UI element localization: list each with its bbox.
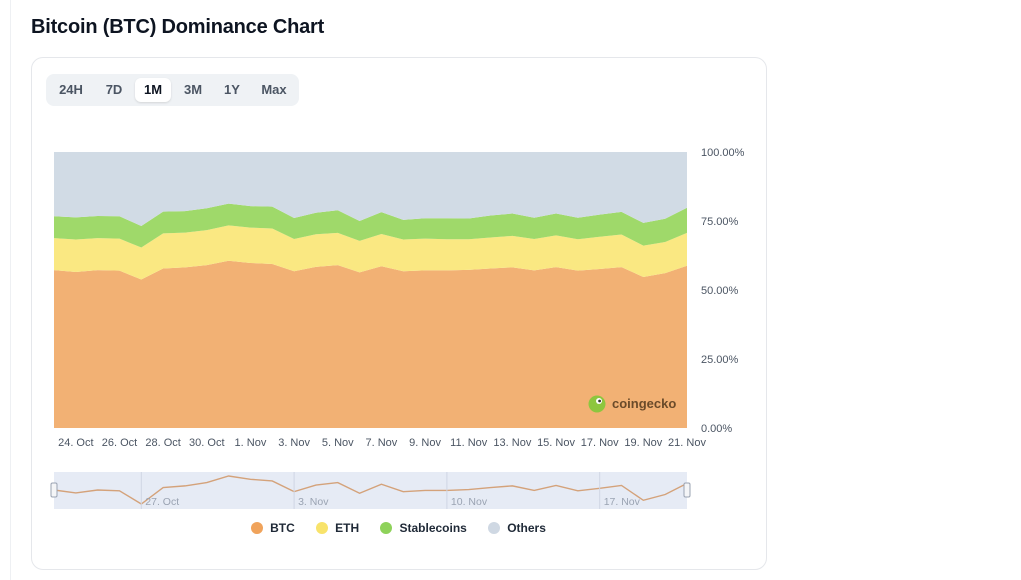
time-range-tabs: 24H 7D 1M 3M 1Y Max bbox=[46, 74, 299, 106]
x-tick-label: 15. Nov bbox=[537, 437, 575, 449]
tab-7d[interactable]: 7D bbox=[105, 82, 123, 97]
x-tick-label: 28. Oct bbox=[145, 437, 180, 449]
tab-1m[interactable]: 1M bbox=[135, 78, 171, 102]
area-stablecoins bbox=[54, 203, 687, 248]
plot-areas bbox=[54, 152, 687, 428]
x-tick-label: 11. Nov bbox=[450, 437, 488, 449]
x-tick-label: 13. Nov bbox=[493, 437, 531, 449]
legend-label-stablecoins: Stablecoins bbox=[399, 521, 467, 535]
range-navigator[interactable]: 27. Oct 3. Nov 10. Nov 17. Nov bbox=[50, 472, 691, 509]
legend-dot-others bbox=[488, 522, 501, 534]
x-tick-label: 24. Oct bbox=[58, 437, 93, 449]
area-others bbox=[54, 152, 687, 226]
navigator-right-handle[interactable] bbox=[683, 482, 691, 498]
y-axis-ticks: 100.00% 75.00% 50.00% 25.00% 0.00% bbox=[701, 147, 745, 435]
navigator-date-label: 3. Nov bbox=[298, 496, 329, 508]
page-title: Bitcoin (BTC) Dominance Chart bbox=[31, 16, 325, 38]
navigator-btc-line bbox=[53, 475, 688, 505]
x-tick-label: 7. Nov bbox=[366, 437, 398, 449]
y-tick-label: 25.00% bbox=[701, 354, 739, 366]
y-tick-label: 50.00% bbox=[701, 285, 739, 297]
x-tick-label: 19. Nov bbox=[624, 437, 662, 449]
legend-dot-eth bbox=[316, 522, 329, 534]
navigator-date-label: 27. Oct bbox=[145, 496, 179, 508]
y-tick-label: 75.00% bbox=[701, 216, 739, 228]
x-tick-label: 9. Nov bbox=[409, 437, 441, 449]
navigator-grid: 27. Oct 3. Nov 10. Nov 17. Nov bbox=[140, 472, 641, 509]
y-tick-label: 100.00% bbox=[701, 147, 745, 159]
x-tick-label: 17. Nov bbox=[581, 437, 619, 449]
navigator-date-label: 17. Nov bbox=[604, 496, 641, 508]
x-tick-label: 21. Nov bbox=[668, 437, 706, 449]
page-left-border bbox=[10, 0, 11, 580]
tab-3m[interactable]: 3M bbox=[183, 82, 203, 97]
navigator-left-handle[interactable] bbox=[50, 482, 58, 498]
tab-max[interactable]: Max bbox=[261, 82, 287, 97]
legend-dot-btc bbox=[251, 522, 264, 534]
x-tick-label: 1. Nov bbox=[235, 437, 267, 449]
legend-item-others[interactable]: Others bbox=[488, 521, 546, 535]
tab-24h[interactable]: 24H bbox=[59, 82, 83, 97]
navigator-date-label: 10. Nov bbox=[451, 496, 488, 508]
x-axis-ticks: 24. Oct 26. Oct 28. Oct 30. Oct 1. Nov 3. Nov… bbox=[58, 437, 706, 449]
legend-item-stablecoins[interactable]: Stablecoins bbox=[380, 521, 467, 535]
legend-item-btc[interactable]: BTC bbox=[251, 521, 295, 535]
area-eth bbox=[54, 225, 687, 280]
legend-label-others: Others bbox=[507, 521, 546, 535]
tab-1y[interactable]: 1Y bbox=[224, 82, 240, 97]
legend-dot-stablecoins bbox=[380, 522, 393, 534]
gecko-logo-icon bbox=[588, 395, 606, 413]
x-tick-label: 30. Oct bbox=[189, 437, 224, 449]
area-btc bbox=[54, 260, 687, 428]
x-tick-label: 3. Nov bbox=[278, 437, 310, 449]
x-tick-label: 26. Oct bbox=[102, 437, 137, 449]
coingecko-brand-text: coingecko bbox=[612, 396, 676, 411]
legend-label-eth: ETH bbox=[335, 521, 360, 535]
coingecko-watermark: coingecko bbox=[588, 395, 676, 413]
x-tick-label: 5. Nov bbox=[322, 437, 354, 449]
legend-item-eth[interactable]: ETH bbox=[316, 521, 359, 535]
legend-label-btc: BTC bbox=[270, 521, 295, 535]
y-tick-label: 0.00% bbox=[701, 423, 732, 435]
chart-legend: BTC ETH Stablecoins Others bbox=[0, 521, 797, 537]
